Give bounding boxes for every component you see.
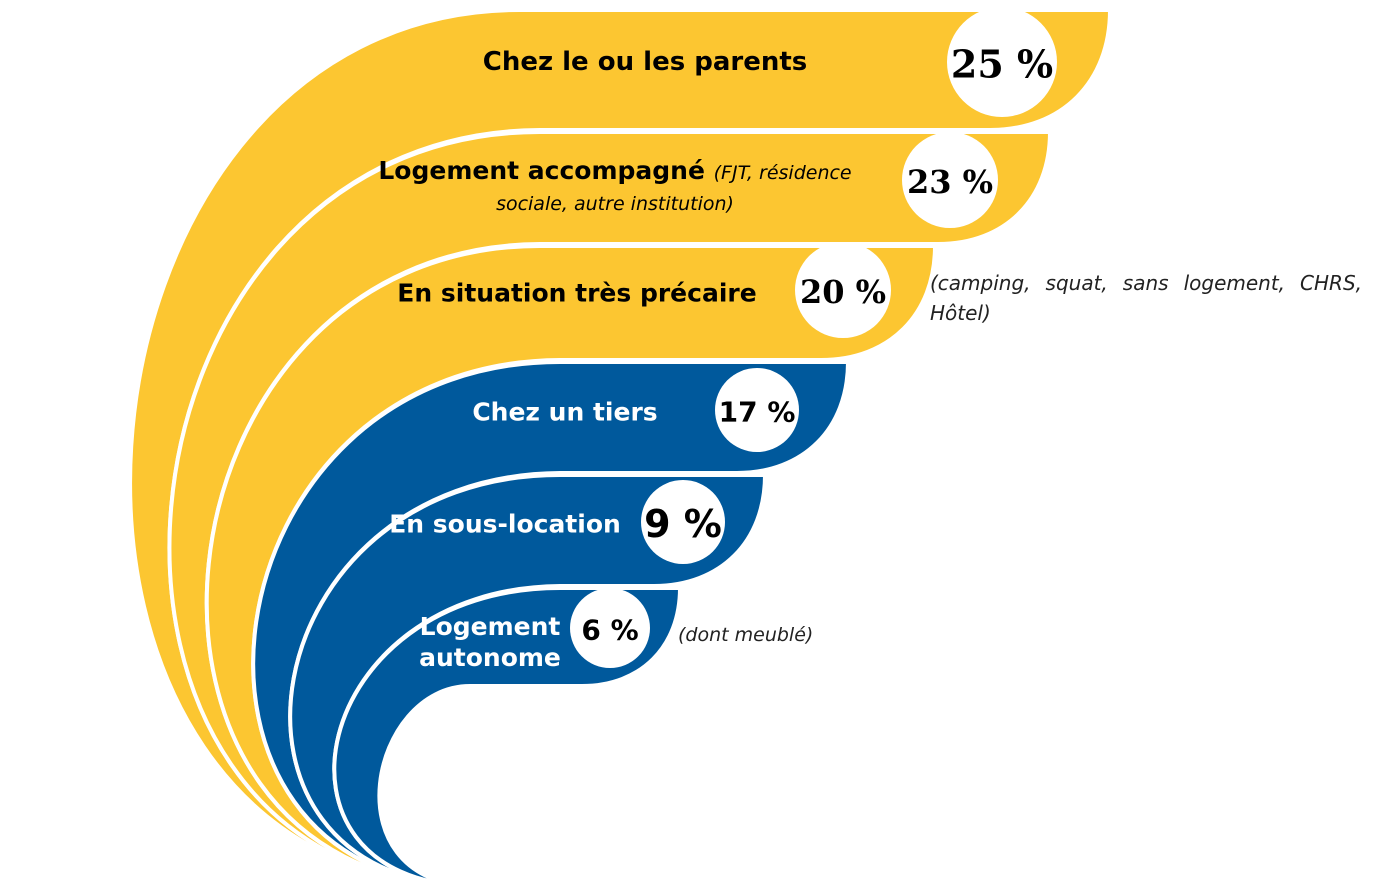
label-text: Logement accompagné [378,155,705,185]
label-text: En situation très précaire [397,278,757,308]
value-label: 20 % [799,273,887,311]
value-wrap: 9 % [644,502,722,546]
value-wrap: 23 % [907,163,993,201]
value-wrap: 6 % [581,614,638,647]
value-wrap: 20 % [800,273,886,311]
value-badge [641,480,725,564]
value-badge [570,588,650,668]
value-badge [902,132,998,228]
value-wrap: 17 % [719,396,796,429]
item-label: Logement accompagné (FJT, résidence soci… [355,155,875,218]
value-label: 6 % [581,613,639,647]
side-note-wrap: (camping, squat, sans logement, CHRS, Hô… [930,268,1362,328]
label-text: Logement autonome [419,611,561,672]
label-note: (FJT, résidence sociale, autre instituti… [496,161,852,215]
side-note: (dont meublé) [678,624,814,646]
value-label: 9 % [644,502,722,546]
item-label: Logement autonome [415,611,565,674]
side-note-wrap: (dont meublé) [678,624,813,646]
value-label: 17 % [718,395,796,429]
item-label: En sous-location [355,508,655,539]
side-note: (camping, squat, sans logement, CHRS, Hô… [930,271,1362,325]
item-label: En situation très précaire [367,277,787,308]
item-label: Chez le ou les parents [435,46,855,79]
label-text: En sous-location [389,509,621,539]
value-badge [947,7,1057,117]
value-label: 25 % [950,41,1054,87]
value-badge [795,242,891,338]
label-text: Chez un tiers [472,397,658,427]
value-label: 23 % [906,163,994,201]
item-label: Chez un tiers [415,396,715,427]
label-text: Chez le ou les parents [482,46,808,77]
value-badge [715,368,799,452]
value-wrap: 25 % [951,42,1053,87]
